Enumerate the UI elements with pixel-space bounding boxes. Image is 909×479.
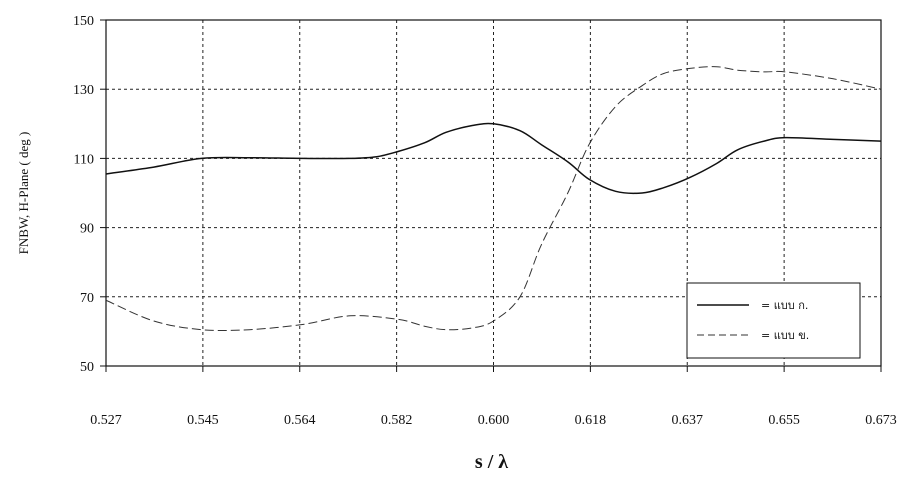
x-tick-label: 0.564 [284,413,316,428]
y-tick-label: 90 [80,222,94,237]
y-tick-label: 50 [80,360,94,375]
x-tick-label: 0.600 [478,413,510,428]
series-line-2 [105,66,882,332]
legend-label-series-1: = แบบ ก. [761,299,808,312]
x-tick-label: 0.527 [90,413,122,428]
x-tick-label: 0.545 [187,413,219,428]
legend: = แบบ ก. = แบบ ข. [686,282,861,359]
legend-label-series-2: = แบบ ข. [761,329,809,342]
x-axis-ticks: 0.527 0.545 0.564 0.582 0.600 0.618 0.637 0.655… [90,366,897,428]
series-line-1 [105,122,882,195]
legend-box [686,282,861,359]
y-axis-ticks: 150 130 110 90 70 50 [73,14,106,375]
x-tick-label: 0.582 [381,413,413,428]
x-tick-label: 0.673 [865,413,897,428]
x-tick-label: 0.637 [672,413,704,428]
y-tick-label: 70 [80,291,94,306]
x-tick-label: 0.655 [768,413,800,428]
x-tick-label: 0.618 [575,413,607,428]
y-tick-label: 110 [74,152,94,167]
y-tick-label: 130 [73,83,94,98]
y-axis-label: FNBW, H-Plane ( deg ) [16,132,31,255]
x-axis-label: s / λ [475,451,508,473]
y-tick-label: 150 [73,14,94,29]
series-layer [105,66,882,332]
